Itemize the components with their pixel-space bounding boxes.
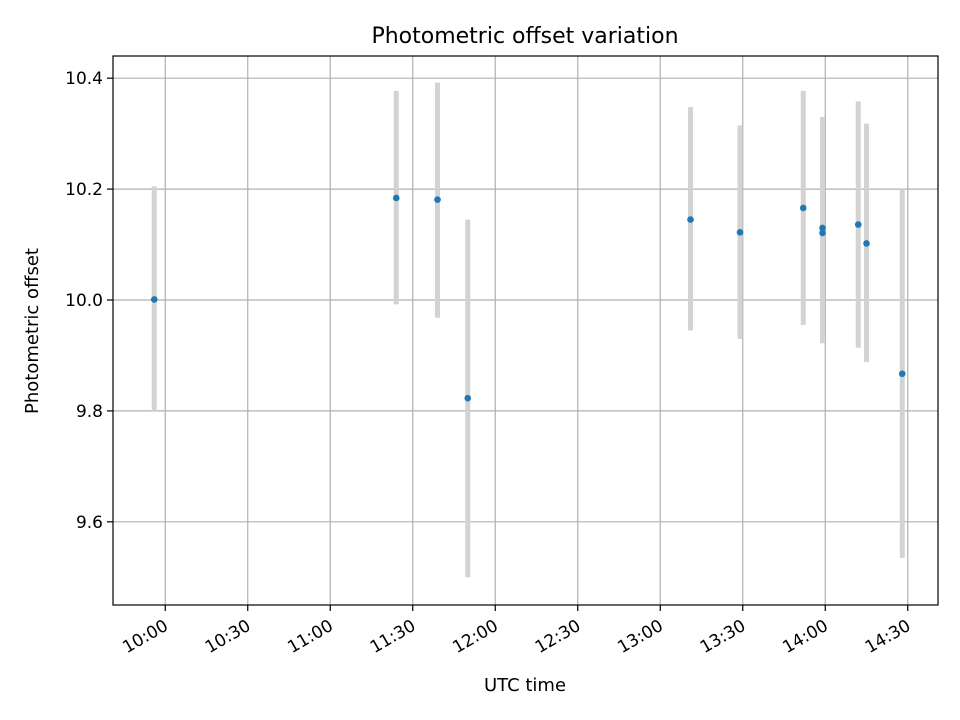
data-point bbox=[150, 296, 158, 303]
y-tick-label: 10.4 bbox=[65, 69, 103, 89]
x-tick-label: 12:00 bbox=[449, 616, 501, 658]
data-point bbox=[687, 216, 694, 223]
y-tick-label: 9.8 bbox=[76, 402, 103, 422]
errorbar-layer bbox=[151, 82, 905, 578]
y-tick-label: 9.6 bbox=[76, 513, 103, 533]
grid-layer bbox=[113, 56, 938, 605]
x-tick-label: 11:30 bbox=[367, 616, 419, 658]
data-point bbox=[799, 204, 807, 212]
x-tick-label: 11:00 bbox=[284, 616, 336, 658]
tick-layer: 10:00 10:30 11:00 11:30 12:00 12:30 13:00 13:30… bbox=[65, 69, 914, 658]
chart-title: Photometric offset variation bbox=[371, 24, 678, 49]
x-tick-label: 13:30 bbox=[697, 616, 749, 658]
data-point bbox=[736, 229, 744, 236]
x-tick-label: 14:00 bbox=[779, 616, 831, 658]
data-point bbox=[854, 221, 862, 228]
data-point bbox=[434, 196, 441, 203]
x-tick-label: 13:00 bbox=[614, 616, 666, 658]
data-point bbox=[819, 229, 826, 237]
y-tick-label: 10.0 bbox=[65, 291, 103, 311]
x-tick-label: 12:30 bbox=[532, 616, 584, 658]
x-tick-label: 10:30 bbox=[202, 616, 254, 658]
data-point bbox=[898, 370, 906, 378]
data-point bbox=[819, 224, 826, 232]
data-point bbox=[464, 394, 472, 402]
y-axis-label: Photometric offset bbox=[22, 248, 43, 414]
x-tick-label: 14:30 bbox=[862, 616, 914, 658]
data-point bbox=[392, 194, 400, 202]
y-tick-label: 10.2 bbox=[65, 180, 103, 200]
data-point bbox=[863, 240, 870, 247]
x-tick-label: 10:00 bbox=[119, 616, 171, 658]
x-axis-label: UTC time bbox=[484, 675, 566, 696]
plot-frame bbox=[112, 55, 939, 606]
point-layer bbox=[150, 194, 906, 402]
